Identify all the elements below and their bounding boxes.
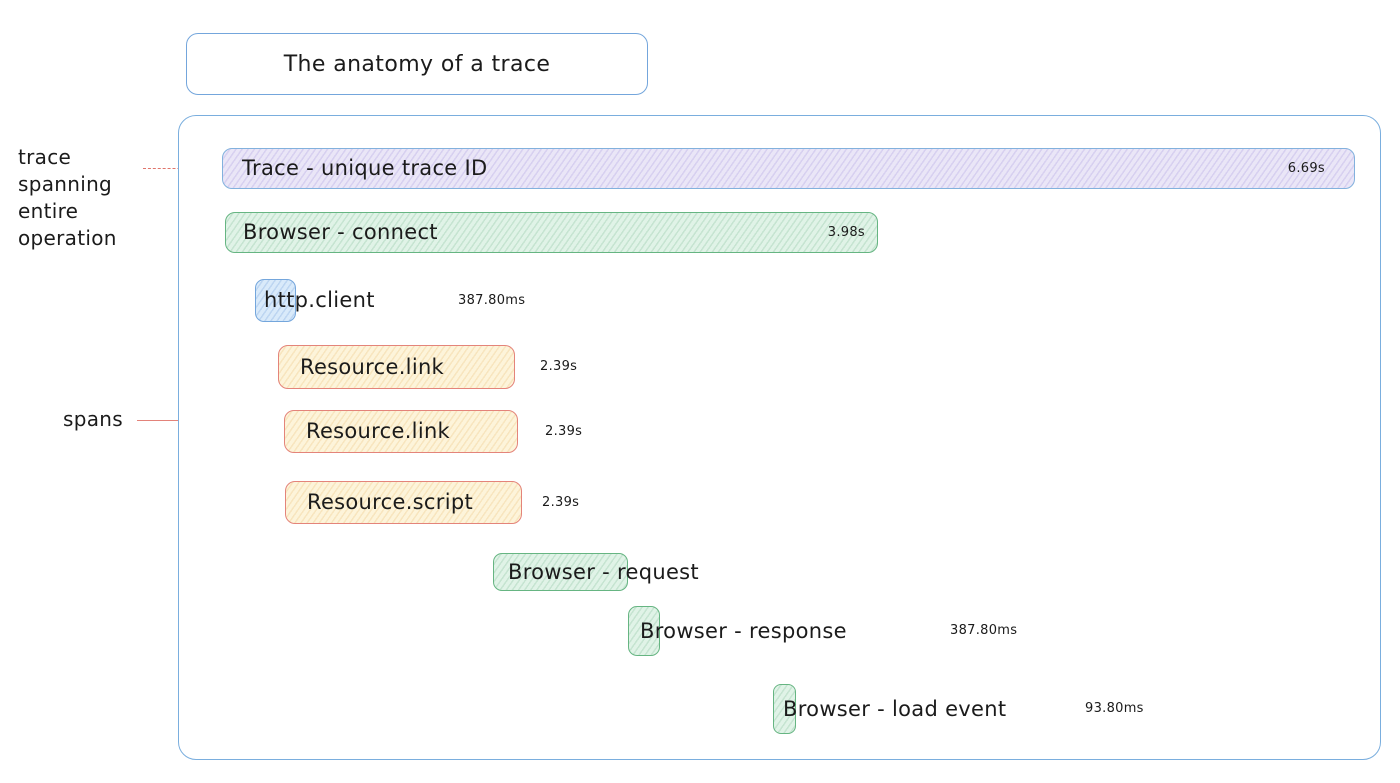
trace-label: Trace - unique trace ID [242, 156, 488, 180]
span-label: http.client [264, 288, 375, 312]
span-box [285, 481, 522, 524]
span-box [255, 279, 296, 322]
span-row-browser-load-event: Browser - load event 93.80ms [773, 684, 1193, 734]
span-row-http-client: http.client 387.80ms [255, 279, 855, 322]
span-duration: 93.80ms [1085, 701, 1144, 716]
trace-bar [222, 148, 1355, 189]
span-box [278, 345, 515, 389]
page-title: The anatomy of a trace [283, 52, 551, 77]
annotation-trace-note: trace spanning entire operation [18, 145, 117, 250]
span-box [284, 410, 518, 453]
trace-duration: 6.69s [1287, 161, 1325, 176]
trace-bar-row: Trace - unique trace ID 6.69s [222, 148, 1355, 189]
span-row-resource-script: Resource.script 2.39s [285, 481, 685, 524]
span-row-resource-link-1: Resource.link 2.39s [278, 345, 678, 389]
span-row-browser-response: Browser - response 387.80ms [628, 606, 1078, 656]
span-label: Resource.script [307, 490, 473, 514]
title-box: The anatomy of a trace [186, 33, 648, 95]
span-box [493, 553, 628, 591]
span-row-browser-connect: Browser - connect 3.98s [225, 212, 878, 253]
span-label: Resource.link [300, 355, 445, 379]
trace-pointer-line [143, 168, 205, 169]
span-duration: 387.80ms [458, 293, 526, 308]
span-box [225, 212, 878, 253]
span-row-resource-link-2: Resource.link 2.39s [284, 410, 684, 453]
span-row-browser-request: Browser - request [493, 553, 893, 591]
span-label: Browser - response [640, 619, 847, 643]
span-box [773, 684, 796, 734]
span-label: Resource.link [306, 419, 451, 443]
span-label: Browser - load event [783, 697, 1007, 721]
span-duration: 2.39s [542, 495, 580, 510]
span-duration: 2.39s [545, 424, 583, 439]
span-duration: 2.39s [540, 359, 578, 374]
span-label: Browser - connect [243, 220, 438, 244]
span-box [628, 606, 660, 656]
spans-pointer-line [137, 420, 209, 421]
span-duration: 387.80ms [950, 623, 1018, 638]
annotation-spans-note: spans [63, 407, 123, 431]
span-label: Browser - request [508, 560, 699, 584]
span-duration: 3.98s [827, 225, 865, 240]
